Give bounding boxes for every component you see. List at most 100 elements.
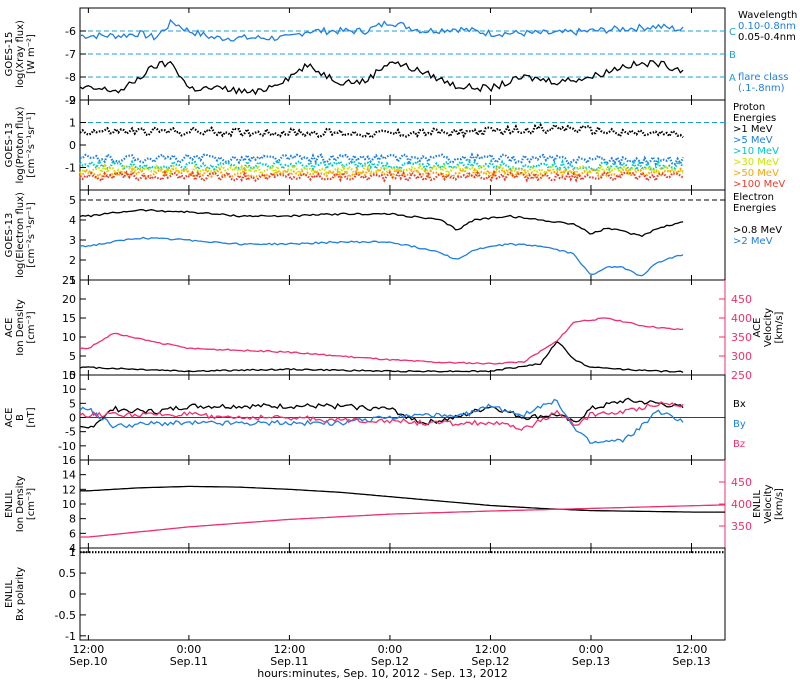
y-tick-label: 14 [62, 469, 76, 482]
y-tick-label: -9 [65, 94, 76, 107]
y-tick-label: 15 [62, 369, 76, 382]
y-tick-label: 8 [69, 513, 76, 526]
y-tick-label: 0 [69, 412, 76, 425]
legend-title: Electron [733, 192, 774, 203]
y-tick-label: 25 [62, 274, 76, 287]
right-y-tick-label: 450 [731, 476, 752, 489]
y-axis-label: [cm⁻²s⁻¹sr⁻¹] [26, 202, 37, 268]
y-tick-label: 2 [69, 254, 76, 267]
series-line-electron [79, 236, 684, 277]
series-line-proton [79, 169, 684, 184]
y-axis-label: [W m⁻²] [26, 34, 37, 74]
y-tick-label: 10 [62, 331, 76, 344]
right-axis-label: [km/s] [774, 311, 785, 343]
y-tick-label: 12 [62, 483, 76, 496]
y-tick-label: 3 [69, 234, 76, 247]
y-tick-label: 6 [69, 527, 76, 540]
legend-entry: >0.8 MeV [733, 225, 782, 236]
y-axis-label: Ion Density [15, 476, 26, 533]
legend-entry: >30 MeV [733, 157, 779, 168]
legend-entry: 0.10-0.8nm [738, 21, 796, 32]
flare-class-label: B [729, 50, 736, 61]
series-line-enlil_plasma [80, 504, 726, 538]
x-tick-time: 12:00 [676, 643, 708, 656]
series-line-proton [79, 152, 685, 167]
y-tick-label: 0 [69, 139, 76, 152]
right-axis-label: ACE [752, 318, 763, 338]
y-axis-label: [nT] [26, 407, 37, 427]
panel-frame-proton [79, 99, 726, 191]
legend-entry: 0.05-0.4nm [738, 32, 796, 43]
y-tick-label: -6 [65, 25, 76, 38]
y-axis-label: ENLIL [4, 580, 15, 608]
series-line-proton [79, 122, 684, 139]
x-tick-date: Sep.10 [69, 655, 107, 668]
x-tick-time: 0:00 [579, 643, 604, 656]
y-axis-label: Ion Density [15, 299, 26, 356]
y-tick-label: 0 [69, 588, 76, 601]
right-y-tick-label: 400 [731, 312, 752, 325]
x-tick-date: Sep.11 [270, 655, 308, 668]
legend-title: Proton [733, 102, 765, 113]
y-tick-label: 5 [69, 397, 76, 410]
y-axis-label: ENLIL [4, 490, 15, 518]
y-tick-label: 15 [62, 312, 76, 325]
series-line-proton [79, 166, 684, 180]
series-line-ace_mag [79, 398, 684, 444]
y-tick-label: -5 [65, 426, 76, 439]
right-axis-label: Velocity [763, 484, 774, 523]
panel-frame-enlil_plasma [79, 459, 726, 549]
legend-entry: >100 MeV [733, 179, 785, 190]
y-tick-label: 5 [69, 194, 76, 207]
legend-title: Wavelength [738, 10, 797, 21]
legend-title: Energies [733, 113, 776, 124]
y-axis-label: log(Electron flux) [15, 192, 26, 278]
y-axis-label: log(Proton flux) [15, 106, 26, 183]
legend-entry: >2 MeV [733, 236, 773, 247]
x-tick-date: Sep.12 [371, 655, 409, 668]
y-tick-label: 5 [69, 350, 76, 363]
y-tick-label: 1 [69, 117, 76, 130]
legend-entry: >10 MeV [733, 146, 779, 157]
series-line-ace_plasma [79, 340, 684, 373]
right-y-tick-label: 300 [731, 350, 752, 363]
series-line-ace_plasma [79, 317, 684, 365]
y-tick-label: 1 [69, 274, 76, 287]
series-line-ace_mag [79, 401, 684, 431]
panel-frame-electron [79, 189, 726, 281]
legend-entry: >1 MeV [733, 124, 773, 135]
x-tick-time: 12:00 [274, 643, 306, 656]
right-y-tick-label: 400 [731, 498, 752, 511]
x-axis-label: hours:minutes, Sep. 10, 2012 - Sep. 13, … [257, 667, 508, 680]
series-line-proton [79, 162, 684, 177]
y-axis-label: GOES-13 [4, 123, 15, 168]
y-axis-label: ACE [4, 318, 15, 338]
series-line-xray [79, 18, 684, 42]
y-tick-label: 1 [69, 546, 76, 559]
x-tick-time: 12:00 [73, 643, 105, 656]
y-tick-label: 0.5 [59, 567, 77, 580]
y-tick-label: -1 [65, 630, 76, 643]
y-axis-label: [cm⁻³] [26, 488, 37, 520]
y-tick-label: -1 [65, 162, 76, 175]
x-tick-date: Sep.12 [471, 655, 509, 668]
mag-legend-entry: Bz [733, 439, 745, 450]
y-tick-label: 0 [69, 369, 76, 382]
y-tick-label: 10 [62, 383, 76, 396]
x-tick-time: 0:00 [378, 643, 403, 656]
y-axis-label: GOES-15 [4, 32, 15, 77]
y-tick-label: 4 [69, 214, 76, 227]
y-tick-label: -7 [65, 48, 76, 61]
legend-extra: (.1-.8nm) [738, 83, 785, 94]
y-tick-label: -0.5 [55, 609, 76, 622]
y-tick-label: 2 [69, 94, 76, 107]
legend-entry: >50 MeV [733, 168, 779, 179]
series-line-xray [79, 60, 684, 96]
x-tick-date: Sep.13 [672, 655, 710, 668]
panel-frame-enlil_polarity [79, 547, 726, 641]
y-tick-label: -10 [58, 440, 76, 453]
right-axis-label: ENLIL [752, 490, 763, 518]
right-y-tick-label: 250 [731, 369, 752, 382]
y-axis-label: [cm⁻³] [26, 311, 37, 343]
